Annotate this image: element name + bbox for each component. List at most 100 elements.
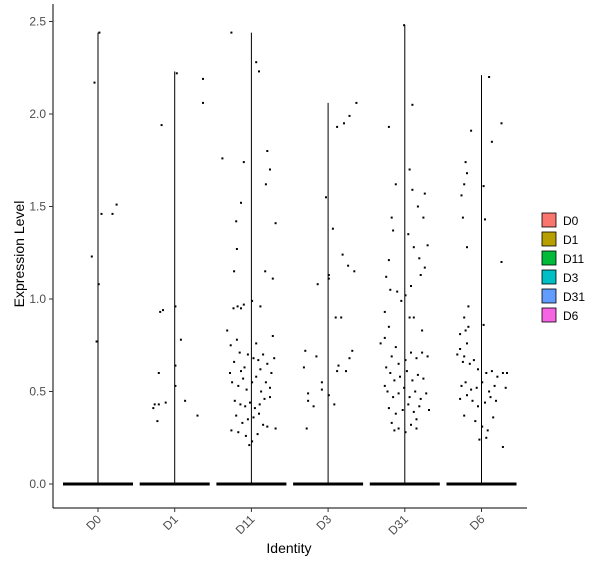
data-point bbox=[385, 275, 388, 278]
data-point bbox=[390, 216, 393, 219]
data-point bbox=[466, 246, 468, 249]
data-point bbox=[179, 338, 182, 341]
data-point bbox=[237, 384, 240, 387]
data-point bbox=[414, 390, 417, 393]
data-point bbox=[262, 423, 265, 426]
data-point bbox=[415, 357, 418, 360]
data-point bbox=[325, 196, 327, 199]
data-point bbox=[423, 266, 426, 269]
data-point bbox=[269, 386, 271, 389]
data-point bbox=[472, 359, 475, 362]
data-point bbox=[400, 299, 403, 302]
data-point bbox=[232, 307, 235, 310]
data-point bbox=[459, 333, 462, 336]
data-point bbox=[422, 377, 425, 380]
violin-base-d0 bbox=[63, 482, 133, 486]
data-point bbox=[404, 359, 407, 362]
data-point bbox=[421, 351, 424, 354]
violin-base-d1 bbox=[139, 482, 210, 486]
x-axis: D0 D1 D11 D3 D31 D6 bbox=[53, 507, 527, 538]
legend-label-d6: D6 bbox=[563, 309, 579, 323]
data-point bbox=[341, 253, 344, 256]
data-point bbox=[466, 172, 468, 175]
legend-swatch-d6 bbox=[541, 307, 557, 323]
data-point bbox=[421, 329, 424, 332]
data-point bbox=[394, 183, 397, 186]
data-point bbox=[93, 81, 96, 84]
x-axis-title: Identity bbox=[266, 540, 311, 556]
data-point bbox=[463, 183, 466, 186]
data-point bbox=[407, 403, 410, 406]
violin-base-d11 bbox=[216, 482, 287, 486]
data-point bbox=[302, 366, 305, 369]
data-point bbox=[259, 305, 262, 308]
data-point bbox=[251, 440, 254, 443]
data-point bbox=[307, 399, 310, 402]
data-point bbox=[260, 390, 263, 393]
data-point bbox=[90, 255, 93, 258]
data-point bbox=[229, 344, 232, 347]
data-point bbox=[419, 274, 422, 276]
legend-swatch-d0 bbox=[541, 212, 557, 228]
data-point bbox=[327, 394, 330, 397]
data-point bbox=[484, 218, 486, 221]
data-point bbox=[245, 388, 248, 391]
data-point bbox=[255, 375, 258, 378]
data-point bbox=[426, 355, 429, 358]
data-point bbox=[315, 355, 318, 358]
data-point bbox=[425, 392, 428, 395]
data-point bbox=[266, 362, 269, 365]
data-point bbox=[411, 103, 414, 106]
data-point bbox=[235, 338, 238, 341]
data-point bbox=[269, 168, 271, 171]
data-point bbox=[242, 303, 245, 306]
data-point bbox=[269, 396, 271, 399]
data-point bbox=[255, 342, 258, 345]
data-point bbox=[174, 384, 177, 387]
legend-label-d31: D31 bbox=[563, 290, 585, 304]
data-point bbox=[383, 336, 386, 339]
data-point bbox=[340, 316, 343, 319]
data-point bbox=[470, 388, 473, 391]
data-point bbox=[412, 316, 415, 319]
data-point bbox=[495, 399, 497, 402]
data-point bbox=[156, 420, 159, 423]
data-point bbox=[392, 229, 395, 232]
data-point bbox=[415, 418, 418, 421]
data-point bbox=[467, 325, 470, 328]
data-point bbox=[412, 410, 415, 413]
data-point bbox=[347, 264, 350, 267]
data-point bbox=[271, 335, 274, 337]
violin-base-d3 bbox=[293, 482, 364, 486]
data-point bbox=[482, 323, 485, 326]
data-point bbox=[331, 227, 334, 230]
data-point bbox=[411, 379, 414, 382]
data-point bbox=[392, 396, 395, 399]
data-point bbox=[240, 307, 242, 310]
data-point bbox=[97, 283, 100, 286]
data-point bbox=[115, 203, 118, 206]
x-tick-label: D6 bbox=[467, 512, 488, 533]
data-point bbox=[504, 386, 507, 389]
legend-label-d3: D3 bbox=[563, 271, 579, 285]
data-point bbox=[389, 288, 392, 291]
data-point bbox=[337, 364, 340, 367]
y-tick-label: 1.0 bbox=[29, 292, 46, 306]
legend-swatch-d1 bbox=[541, 231, 557, 247]
y-tick-label: 1.5 bbox=[29, 200, 46, 214]
data-point bbox=[418, 405, 421, 408]
data-point bbox=[327, 274, 330, 276]
violin-group-d3 bbox=[293, 101, 364, 486]
data-point bbox=[333, 403, 336, 406]
data-point bbox=[482, 185, 485, 188]
data-point bbox=[157, 372, 160, 374]
data-point bbox=[461, 216, 464, 219]
data-point bbox=[251, 299, 254, 302]
data-point bbox=[202, 77, 204, 80]
data-point bbox=[258, 70, 260, 73]
data-point bbox=[241, 421, 244, 424]
data-point bbox=[383, 384, 386, 387]
data-point bbox=[466, 394, 468, 397]
data-point bbox=[257, 359, 260, 362]
data-point bbox=[98, 31, 101, 34]
